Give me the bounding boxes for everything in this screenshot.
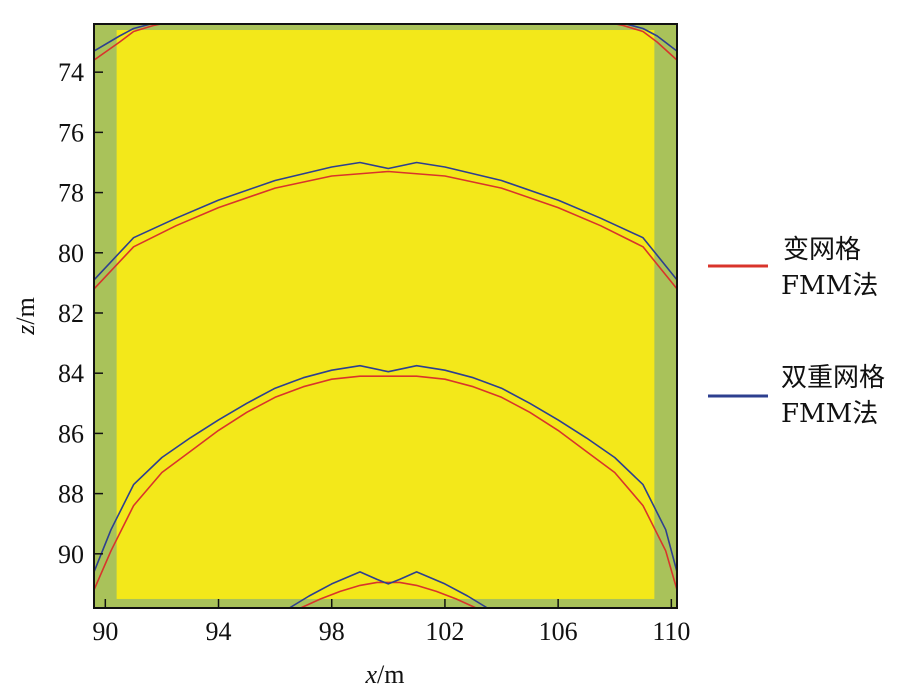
y-tick-label-86: 86 (58, 419, 84, 448)
x-tick-label-106: 106 (539, 617, 578, 646)
legend-label-blue-line2: FMM法 (781, 399, 878, 429)
x-tick-label-102: 102 (425, 617, 464, 646)
red-series-front-1 (94, 24, 166, 61)
red-series-front-5 (300, 581, 477, 608)
x-axis-variable: x (365, 660, 378, 689)
x-axis: 90 94 98 102 106 110 (92, 599, 690, 646)
y-tick-label-74: 74 (58, 58, 84, 87)
y-axis-label: z/m (11, 297, 40, 336)
blue-series-front-1 (94, 24, 156, 52)
x-tick-label-98: 98 (319, 617, 345, 646)
y-tick-label-78: 78 (58, 179, 84, 208)
blue-series-front-4 (94, 364, 677, 573)
legend-entry-blue: 双重网格 FMM法 (708, 363, 885, 429)
blue-series-front-3 (94, 161, 677, 281)
y-axis: 74 76 78 80 82 84 86 88 90 (58, 58, 103, 569)
legend-label-red-line1: 变网格 (783, 235, 861, 265)
x-axis-label: x/m (365, 660, 405, 689)
y-tick-label-82: 82 (58, 299, 84, 328)
blue-series-front-5 (288, 571, 488, 608)
legend-entry-red: 变网格 FMM法 (708, 235, 878, 301)
legend: 变网格 FMM法 双重网格 FMM法 (708, 235, 885, 429)
red-series-front-3 (94, 170, 677, 290)
y-tick-label-90: 90 (58, 540, 84, 569)
y-axis-variable: z (11, 325, 40, 336)
red-series-front-4 (94, 375, 677, 591)
y-tick-label-76: 76 (58, 118, 84, 147)
y-tick-label-84: 84 (58, 359, 84, 388)
blue-series-front-2 (621, 24, 677, 52)
plot-area (93, 23, 678, 609)
y-tick-label-80: 80 (58, 239, 84, 268)
plot-frame (93, 23, 678, 609)
series-layer (94, 24, 677, 608)
x-tick-label-94: 94 (206, 617, 232, 646)
y-tick-label-88: 88 (58, 480, 84, 509)
x-axis-unit: /m (377, 660, 404, 689)
x-tick-label-90: 90 (92, 617, 118, 646)
inner-field (116, 30, 655, 599)
red-series-front-2 (611, 24, 677, 61)
x-tick-label-110: 110 (652, 617, 690, 646)
legend-label-blue-line1: 双重网格 (781, 363, 885, 393)
legend-label-red-line2: FMM法 (781, 271, 878, 301)
y-axis-unit: /m (11, 297, 40, 324)
